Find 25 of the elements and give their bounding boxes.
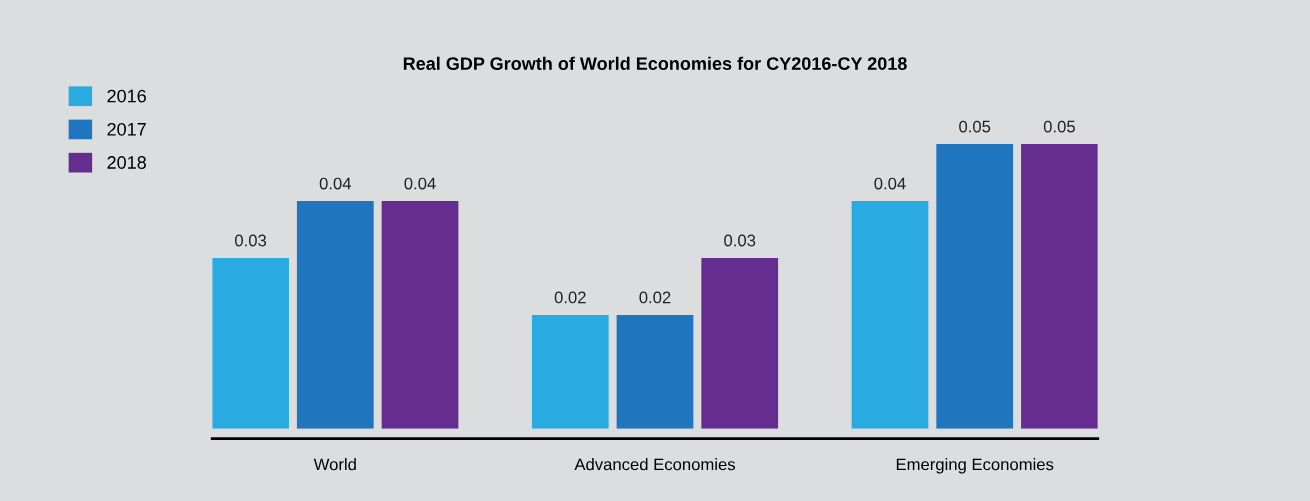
legend-label: 2018 — [107, 156, 146, 169]
bar — [381, 201, 459, 429]
bar — [531, 314, 609, 429]
x-tick-label: Advanced Economies — [574, 458, 736, 471]
data-label: 0.03 — [235, 234, 267, 247]
data-label: 0.05 — [1043, 120, 1075, 133]
bar — [296, 201, 374, 429]
bar — [851, 201, 929, 429]
data-label: 0.04 — [404, 177, 436, 190]
bar — [212, 258, 289, 429]
legend-label: 2017 — [107, 122, 146, 136]
data-label: 0.02 — [554, 291, 586, 304]
bar — [936, 144, 1014, 429]
data-label: 0.02 — [639, 291, 671, 304]
chart-title: Real GDP Growth of World Economies for CY2016-CY 2018 — [403, 56, 907, 70]
data-label: 0.04 — [874, 177, 906, 190]
bar — [701, 258, 779, 429]
bar — [1021, 144, 1098, 429]
data-label: 0.03 — [724, 234, 756, 247]
data-label: 0.04 — [319, 177, 352, 190]
x-tick-label: World — [313, 458, 356, 471]
legend-label: 2016 — [107, 89, 146, 103]
x-tick-label: Emerging Economies — [896, 458, 1054, 474]
data-label: 0.05 — [959, 120, 991, 133]
bar — [616, 314, 694, 429]
